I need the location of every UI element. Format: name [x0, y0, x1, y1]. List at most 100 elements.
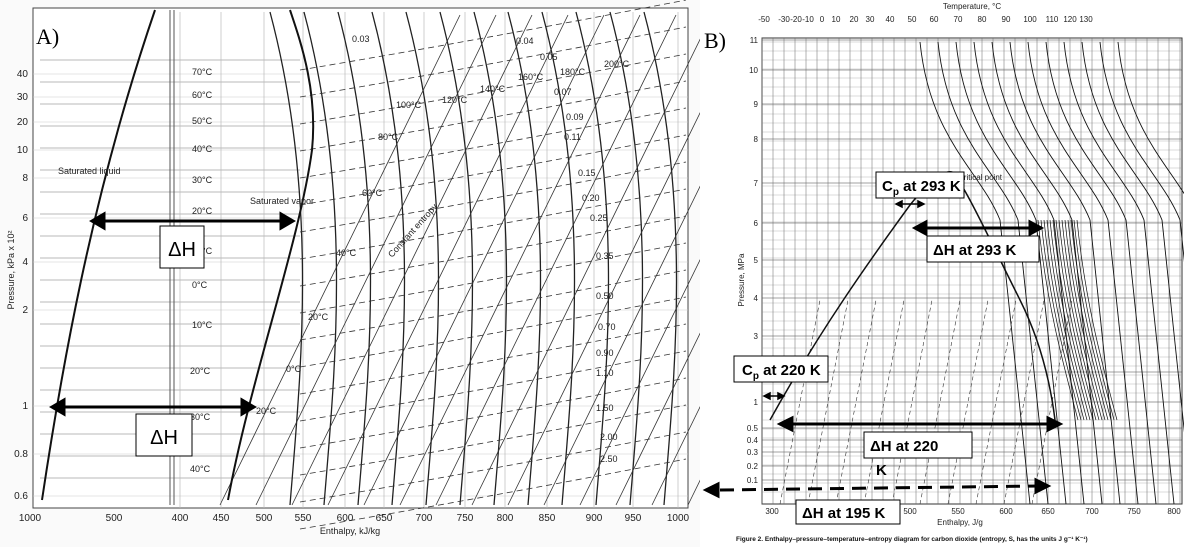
isotherm-curve — [937, 41, 1049, 505]
specific-volume-label: 2.50 — [600, 454, 618, 464]
entropy-curve — [1073, 219, 1115, 421]
delta-h-arrow-lower — [49, 397, 257, 417]
dh-195-arrow — [702, 477, 1052, 499]
isotherm-curve — [371, 11, 406, 506]
y-tick-label: 1 — [22, 401, 28, 412]
x-tick-label: 800 — [1167, 507, 1181, 516]
isotherm-curve — [609, 11, 644, 506]
specific-volume-label: 0.25 — [590, 213, 608, 223]
top-temp-tick: 60 — [930, 15, 939, 24]
specific-volume-label: 0.35 — [596, 251, 614, 261]
dh-220-box — [863, 431, 973, 459]
liquid-temp-label: 40°C — [192, 144, 213, 154]
dh-293-text: ΔH at 293 K — [933, 242, 1016, 259]
y-tick-label: 0.8 — [14, 449, 28, 460]
panel-b-xlabel: Enthalpy, J/g — [937, 518, 983, 527]
top-temp-tick: -30 — [778, 15, 790, 24]
isotherm-curve — [1117, 41, 1184, 195]
entropy-curve — [1076, 219, 1118, 421]
liquid-temp-label: 10°C — [192, 320, 213, 330]
specific-volume-label: 0.05 — [540, 52, 558, 62]
y-tick-label: 11 — [750, 36, 759, 45]
top-temp-tick: 40 — [886, 15, 895, 24]
panel-b-top-axis-label: Temperature, °C — [943, 2, 1002, 11]
y-tick-label: 4 — [754, 294, 759, 303]
isotherm-curve — [1063, 41, 1175, 505]
x-tick-label: 1000 — [19, 513, 42, 524]
cp-293-text: Cp at 293 K — [882, 178, 961, 198]
isentrope-line — [471, 14, 713, 506]
x-tick-label: 600 — [999, 507, 1013, 516]
critical-point-label: Critical point — [958, 173, 1003, 182]
isotherm-curve — [1045, 41, 1157, 505]
vapor-temp-label: 80°C — [378, 132, 399, 142]
panel-a-x-ticks: 1000 500 400 450 500 550 600 650 700 750 800 850 900… — [19, 513, 690, 524]
y-tick-label: 8 — [754, 135, 759, 144]
vapor-temp-label: 20°C — [308, 312, 329, 322]
x-tick-label: 650 — [376, 513, 393, 524]
panel-b: B) Temperature, °C Critical point -50 -30… — [700, 0, 1184, 547]
dh-195-box — [795, 499, 901, 525]
top-temp-tick: 50 — [908, 15, 917, 24]
x-tick-label: 400 — [172, 513, 189, 524]
delta-h-box-upper — [159, 225, 205, 269]
isotherm-curve — [1081, 41, 1184, 433]
liquid-temp-label: 60°C — [192, 90, 213, 100]
entropy-curve — [1046, 219, 1088, 421]
isentrope-line — [399, 14, 641, 506]
y-tick-label: 30 — [17, 92, 29, 103]
isentrope-line — [219, 14, 461, 506]
isotherm-curve — [439, 11, 474, 506]
y-tick-label: 1 — [754, 398, 759, 407]
y-tick-label: 6 — [754, 219, 759, 228]
panel-a-vapor-temps: 200°C 180°C 160°C 140°C 120°C 100°C 80°C 60°C 40… — [256, 59, 630, 416]
liquid-temp-label: 50°C — [192, 116, 213, 126]
y-tick-label: 4 — [22, 257, 28, 268]
panel-a: A) Saturated liquid Saturated vapor Cons… — [6, 0, 929, 536]
isotherm-curve — [541, 11, 576, 506]
y-tick-label: 7 — [754, 179, 759, 188]
cp-293-box — [875, 171, 965, 199]
vapor-temp-label: 140°C — [480, 84, 506, 94]
entropy-curve — [1070, 219, 1112, 421]
panel-a-y-ticks: 40 30 20 10 8 6 4 2 1 0.8 0.6 — [14, 69, 28, 502]
liquid-temp-label: 0°C — [192, 280, 208, 290]
panel-b-caption: Figure 2. Enthalpy–pressure–temperature–… — [736, 536, 1088, 543]
top-temp-tick: 80 — [978, 15, 987, 24]
x-tick-label: 500 — [256, 513, 273, 524]
x-tick-label: 650 — [1041, 507, 1055, 516]
specific-volume-label: 0.90 — [596, 348, 614, 358]
y-tick-label: 9 — [754, 100, 759, 109]
top-temp-tick: 30 — [866, 15, 875, 24]
isotherm-curve — [1027, 41, 1139, 505]
isentrope-line — [327, 14, 569, 506]
panel-a-chart: A) Saturated liquid Saturated vapor Cons… — [6, 0, 929, 536]
isentrope-line — [291, 14, 533, 506]
isotherm-curve — [405, 11, 440, 506]
x-tick-label: 700 — [416, 513, 433, 524]
top-temp-tick: -20 — [790, 15, 802, 24]
panel-b-top-ticks: -50 -30 -20 -10 0 10 20 30 40 50 60 70 80 90 100 110 120… — [758, 15, 1093, 24]
x-tick-label: 550 — [951, 507, 965, 516]
delta-h-box-lower — [135, 413, 193, 457]
dh-220-arrow — [776, 415, 1064, 433]
x-tick-label: 900 — [586, 513, 603, 524]
entropy-curve — [1052, 219, 1094, 421]
specific-volume-label: 0.50 — [596, 291, 614, 301]
y-tick-label: 2 — [22, 305, 28, 316]
x-tick-label: 850 — [539, 513, 556, 524]
y-tick-label: 5 — [754, 256, 759, 265]
top-temp-tick: -10 — [802, 15, 814, 24]
panel-b-curves — [779, 41, 1184, 505]
y-tick-label: 20 — [17, 117, 29, 128]
cp-220-arrow — [762, 391, 786, 401]
x-tick-label: 300 — [765, 507, 779, 516]
delta-h-lower-text: ΔH — [150, 427, 178, 449]
y-tick-label: 10 — [749, 66, 758, 75]
top-temp-tick: 70 — [954, 15, 963, 24]
isotherm-curve — [973, 41, 1085, 505]
specific-volume-label: 0.15 — [578, 168, 596, 178]
top-temp-tick: 90 — [1002, 15, 1011, 24]
entropy-curve — [1043, 219, 1085, 421]
isotherm-curve — [1009, 41, 1121, 505]
